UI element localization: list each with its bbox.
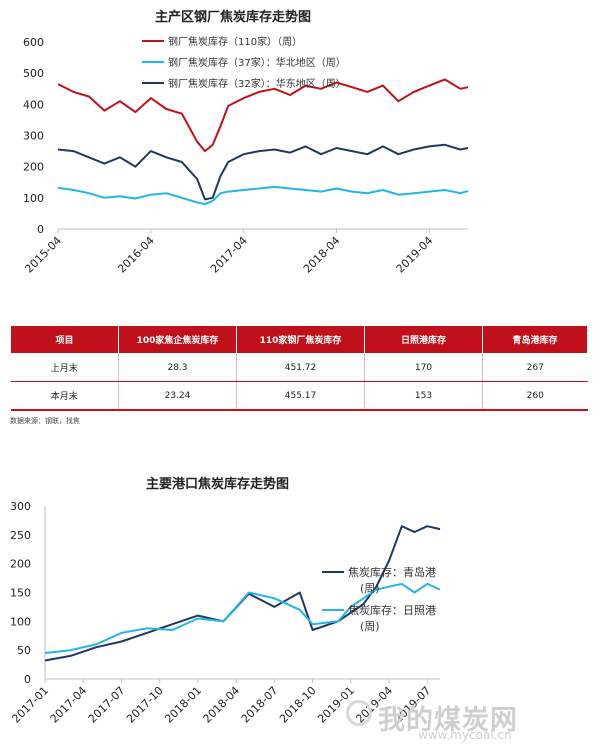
- y-tick-label: 200: [10, 558, 31, 571]
- x-tick-label: 2016-04: [115, 234, 157, 276]
- y-tick-label: 500: [23, 67, 44, 80]
- x-tick-label: 2018-07: [239, 684, 281, 726]
- series-line-2-1: [44, 525, 441, 662]
- y-tick-label: 150: [10, 587, 31, 600]
- x-tick-label: 2017-04: [208, 234, 250, 276]
- x-tick-label: 2018-04: [201, 684, 243, 726]
- x-tick-label: 2015-04: [22, 234, 64, 276]
- table-cell: 260: [482, 381, 588, 411]
- header-item: 项目: [10, 325, 119, 354]
- header-steel-110: 110家钢厂焦炭库存: [236, 325, 365, 354]
- table-cell: 28.3: [118, 353, 237, 382]
- legend-label-unit: (周): [360, 620, 380, 633]
- table-row: 本月末 23.24 455.17 153 260: [10, 381, 588, 411]
- row-label: 上月末: [10, 353, 119, 382]
- y-tick-label: 100: [10, 615, 31, 628]
- legend-label-1-1: 钢厂焦炭库存（110家）（周）: [168, 35, 302, 48]
- x-tick-label: 2017-07: [86, 684, 128, 726]
- watermark-url: www.mycoal.cn: [418, 728, 512, 742]
- series-line-1-2: [57, 185, 469, 206]
- table-cell: 451.72: [236, 353, 365, 382]
- legend-label-unit: (周): [360, 582, 380, 595]
- legend-label-1-2: 钢厂焦炭库存（37家）：华北地区（周）: [168, 56, 346, 69]
- x-tick-label: 2018-04: [301, 234, 343, 276]
- x-tick-label: 2018-01: [162, 684, 204, 726]
- header-coking-100: 100家焦企焦炭库存: [118, 325, 237, 354]
- table-cell: 267: [482, 353, 588, 382]
- table-cell: 23.24: [118, 381, 237, 411]
- table-row: 上月末 28.3 451.72 170 267: [10, 353, 588, 382]
- header-rizhao: 日照港库存: [364, 325, 483, 354]
- watermark-logo-icon: [346, 700, 372, 726]
- table-cell: 170: [364, 353, 483, 382]
- table-header-row: 项目 100家焦企焦炭库存 110家钢厂焦炭库存 日照港库存 青岛港库存: [10, 325, 588, 354]
- y-tick-label: 600: [23, 36, 44, 49]
- legend-label-2-2: 焦炭库存：日照港: [348, 603, 436, 617]
- row-label: 本月末: [10, 381, 119, 411]
- y-tick-label: 0: [24, 673, 31, 686]
- y-tick-label: 100: [23, 192, 44, 205]
- x-tick-label: 2018-10: [277, 684, 319, 726]
- chart-title-top: 主产区钢厂焦炭库存走势图: [155, 10, 312, 25]
- x-tick-label: 2019-04: [394, 234, 436, 276]
- series-line-2-2: [44, 582, 441, 654]
- x-tick-label: 2017-10: [124, 684, 166, 726]
- y-tick-label: 300: [10, 500, 31, 513]
- x-tick-label: 2017-01: [9, 684, 51, 726]
- chart-title-bottom: 主要港口焦炭库存走势图: [146, 477, 290, 492]
- legend-label-1-3: 钢厂焦炭库存（32家）：华东地区（周）: [168, 77, 346, 90]
- series-line-1-1: [57, 78, 469, 153]
- table-cell: 153: [364, 381, 483, 411]
- table-cell: 455.17: [236, 381, 365, 411]
- y-tick-label: 250: [10, 529, 31, 542]
- y-tick-label: 0: [37, 223, 44, 236]
- x-tick-label: 2017-04: [48, 684, 90, 726]
- inventory-table: 项目 100家焦企焦炭库存 110家钢厂焦炭库存 日照港库存 青岛港库存 上月末…: [10, 325, 588, 411]
- y-tick-label: 300: [23, 130, 44, 143]
- legend-label-2-1: 焦炭库存：青岛港: [348, 565, 436, 579]
- series-line-1-3: [57, 143, 469, 201]
- watermark-text: 我的煤炭网: [378, 705, 518, 736]
- y-tick-label: 400: [23, 98, 44, 111]
- y-tick-label: 50: [17, 644, 31, 657]
- data-source-note: 数据来源：钢联，找焦: [10, 417, 80, 425]
- y-tick-label: 200: [23, 161, 44, 174]
- header-qingdao: 青岛港库存: [482, 325, 588, 354]
